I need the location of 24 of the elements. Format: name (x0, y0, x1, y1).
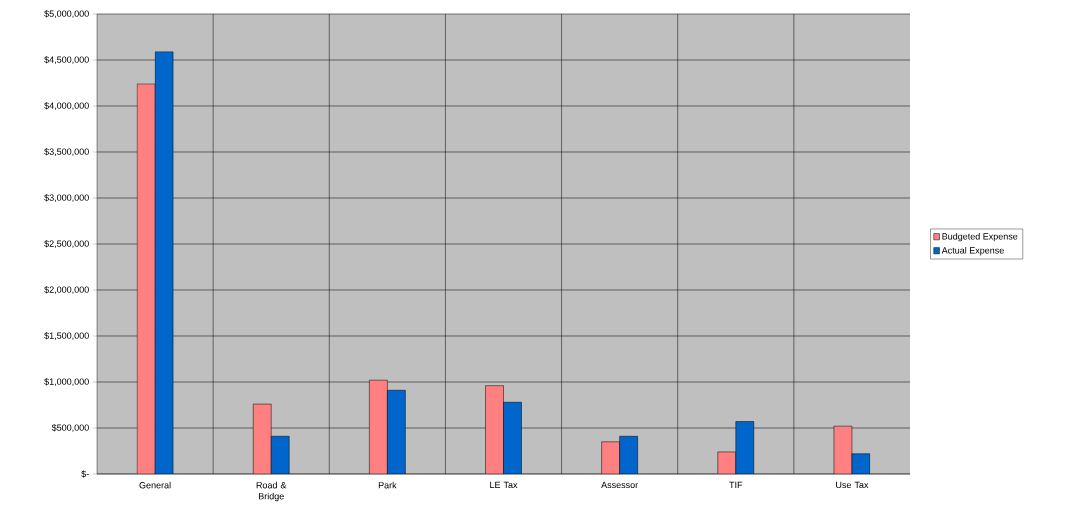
x-tick-label: Park (378, 481, 397, 489)
y-tick-label: $1,000,000 (44, 378, 89, 386)
legend-label: Actual Expense (941, 246, 1004, 256)
bar (601, 441, 620, 474)
y-tick-label: $4,000,000 (44, 102, 89, 110)
x-tick-label: Road & Bridge (256, 481, 287, 502)
y-tick-label: $500,000 (51, 424, 89, 432)
y-tick-label: $- (81, 470, 89, 478)
x-tick-label: Assessor (601, 481, 639, 489)
x-tick-label: Use Tax (836, 481, 869, 489)
y-tick-label: $2,000,000 (44, 286, 89, 294)
x-tick-label: TIF (729, 481, 743, 488)
y-tick-label: $2,500,000 (44, 240, 89, 248)
legend-label: Budgeted Expense (942, 232, 1018, 242)
y-tick-label: $4,500,000 (44, 56, 89, 64)
y-tick-label: $1,500,000 (44, 332, 89, 340)
x-tick-label: General (139, 481, 171, 489)
bar (485, 385, 504, 474)
y-tick-label: $3,000,000 (44, 194, 89, 202)
bar (369, 379, 388, 474)
bar (252, 403, 272, 474)
y-tick-label: $5,000,000 (44, 10, 89, 18)
x-tick-label: LE Tax (490, 481, 518, 489)
y-tick-label: $3,500,000 (44, 148, 89, 156)
